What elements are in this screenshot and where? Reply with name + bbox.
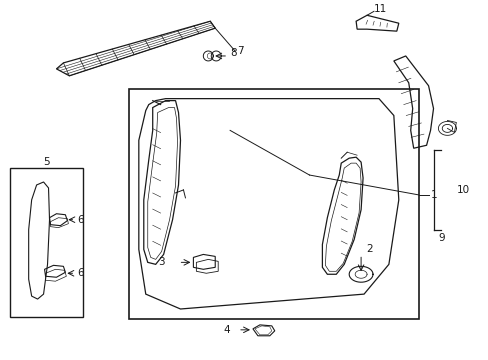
- Text: 8: 8: [230, 48, 236, 58]
- Text: 7: 7: [237, 46, 243, 56]
- Bar: [10, 168, 83, 317]
- Text: 5: 5: [43, 157, 50, 167]
- Text: 6: 6: [77, 268, 84, 278]
- Text: 11: 11: [373, 4, 386, 14]
- Text: 1: 1: [429, 190, 436, 200]
- Bar: [129, 89, 418, 319]
- Text: 3: 3: [158, 257, 164, 267]
- Text: 10: 10: [455, 185, 468, 195]
- Text: 9: 9: [438, 233, 444, 243]
- Text: 4: 4: [223, 325, 230, 335]
- Text: 2: 2: [366, 244, 372, 255]
- Text: 6: 6: [77, 215, 84, 225]
